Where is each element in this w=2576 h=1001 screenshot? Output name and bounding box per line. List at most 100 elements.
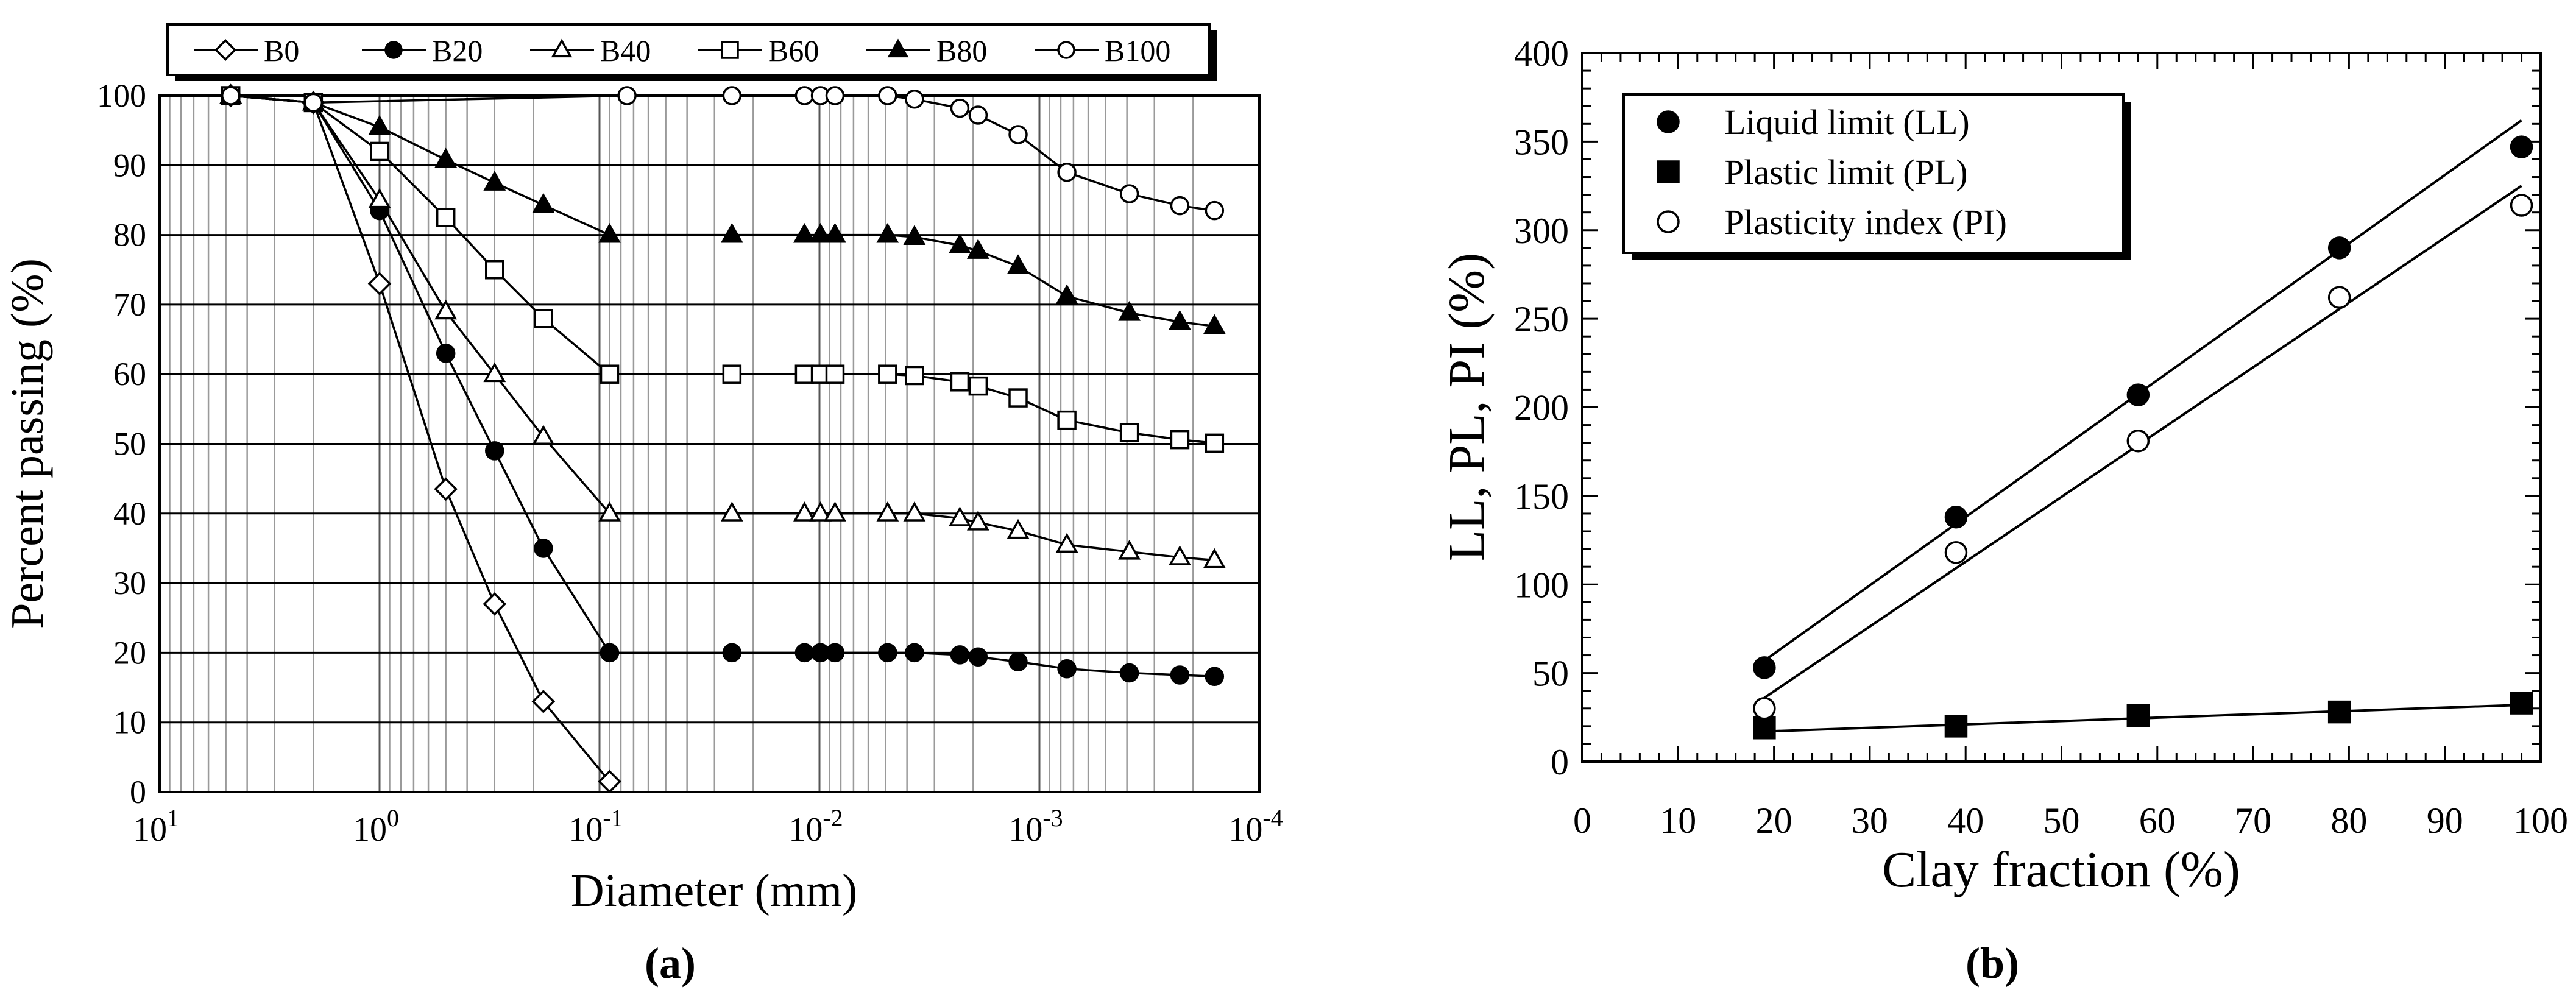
data-point-b80 — [532, 193, 555, 213]
data-point-b40 — [1118, 540, 1141, 560]
chart-a: 0 10 20 30 40 50 60 70 80 90 100 101 100 10-1 10-2 10-3… — [2, 23, 1283, 988]
data-point-b20 — [1205, 667, 1225, 687]
data-point-b40 — [1055, 532, 1078, 553]
legend-a-items: B0 B20 B40 B60 B80 B100 — [194, 34, 1170, 68]
x-tick-label-b: 10 — [1660, 801, 1696, 841]
data-point-b100 — [303, 93, 324, 113]
data-point — [1944, 715, 1968, 738]
legend-marker-b60 — [721, 41, 739, 59]
legend-marker — [1657, 160, 1680, 183]
data-point-b20 — [534, 539, 553, 558]
data-point-b0 — [598, 769, 621, 794]
data-point-b80 — [483, 171, 506, 191]
x-tick-label-b: 100 — [2513, 801, 2568, 841]
data-point-b100 — [968, 105, 988, 125]
data-point-b60 — [878, 364, 897, 384]
legend-label: Plastic limit (PL) — [1724, 152, 1968, 192]
data-point-b40 — [532, 425, 555, 445]
legend-b: Liquid limit (LL) Plastic limit (PL) Plast… — [1622, 93, 2131, 260]
legend-item: Plasticity index (PI) — [1657, 202, 2007, 242]
data-point-b60 — [794, 364, 815, 384]
y-tick-label-b: 400 — [1514, 34, 1569, 74]
legend-label-b60: B60 — [768, 34, 819, 68]
x-tick-label-b: 20 — [1756, 801, 1792, 841]
data-point-b100 — [1119, 184, 1139, 203]
axes-b: 0 10 20 30 40 50 60 70 80 90 100 0 50 100 150 200 250 300… — [1514, 34, 2568, 841]
data-point-b20 — [1008, 652, 1028, 672]
legend-b-box — [1622, 93, 2125, 254]
y-tick-label-a: 100 — [97, 77, 146, 114]
x-tick-label-b: 90 — [2427, 801, 2463, 841]
x-tick-label-a: 10-1 — [568, 804, 623, 849]
data-point-b100 — [950, 98, 970, 118]
y-tick-label-b: 150 — [1514, 476, 1569, 517]
y-tick-label-a: 40 — [113, 495, 146, 532]
y-tick-label-a: 70 — [113, 286, 146, 323]
data-point-b60 — [722, 364, 742, 384]
data-point-b80 — [1055, 284, 1078, 305]
data-point-b80 — [720, 222, 743, 243]
x-tick-label-b: 30 — [1852, 801, 1888, 841]
y-tick-label-a: 30 — [113, 565, 146, 601]
series-line-b40 — [230, 94, 1215, 562]
legend-label-b40: B40 — [600, 34, 651, 68]
legend-marker-b80 — [887, 38, 909, 58]
data-point-b20 — [1057, 659, 1077, 679]
series-2 — [1753, 185, 2533, 720]
data-point-b20 — [1170, 665, 1190, 685]
data-point — [2126, 429, 2150, 453]
data-point-b60 — [485, 260, 504, 280]
y-tick-label-a: 10 — [113, 704, 146, 741]
legend-marker-b20 — [384, 41, 403, 59]
data-point-b0 — [367, 272, 392, 295]
data-point-b80 — [824, 222, 846, 243]
data-point-b20 — [485, 441, 504, 461]
data-point-b80 — [809, 222, 832, 243]
x-tick-label-a: 10-3 — [1008, 804, 1063, 849]
x-tick-label-b: 70 — [2235, 801, 2271, 841]
legend-item-b20: B20 — [362, 34, 483, 68]
legend-marker — [1657, 210, 1680, 233]
data-point-b60 — [1008, 388, 1028, 408]
data-point-b40 — [793, 501, 816, 522]
data-point-b0 — [531, 690, 556, 713]
panel-label-b: (b) — [1966, 939, 2019, 988]
data-point-b40 — [809, 501, 832, 522]
axes-a: 0 10 20 30 40 50 60 70 80 90 100 101 100 10-1 10-2 10-3… — [97, 77, 1283, 849]
legend-label-b20: B20 — [432, 34, 483, 68]
data-point-b40 — [1203, 548, 1226, 568]
y-axis-label-b: LL, PL, PI (%) — [1438, 253, 1495, 561]
legend-item: Liquid limit (LL) — [1657, 102, 1970, 142]
data-point-b20 — [878, 643, 897, 663]
data-point — [1753, 697, 1776, 720]
data-point-b100 — [221, 86, 241, 105]
data-point — [2510, 135, 2533, 158]
data-point-b40 — [824, 501, 846, 522]
legend-label-b100: B100 — [1105, 34, 1170, 68]
data-point-b20 — [436, 344, 456, 363]
data-point-b80 — [1169, 309, 1191, 330]
y-tick-label-b: 0 — [1551, 742, 1569, 782]
data-point-b80 — [1118, 300, 1141, 321]
legend-a: B0 B20 B40 B60 B80 B100 — [166, 23, 1217, 81]
x-axis-label-a: Diameter (mm) — [571, 865, 858, 916]
data-point-b40 — [1007, 518, 1030, 539]
data-point-b60 — [1170, 430, 1190, 450]
legend-item-b0: B0 — [194, 34, 299, 68]
y-tick-label-a: 80 — [113, 217, 146, 253]
data-point-b20 — [950, 645, 970, 665]
y-tick-label-b: 250 — [1514, 299, 1569, 339]
series-b — [1753, 119, 2533, 740]
x-tick-label-a: 101 — [133, 804, 179, 849]
data-point-b60 — [968, 376, 988, 396]
data-point — [2327, 286, 2351, 309]
data-point-b100 — [794, 86, 815, 105]
x-tick-label-b: 0 — [1573, 801, 1591, 841]
legend-label-b80: B80 — [936, 34, 987, 68]
y-tick-label-a: 0 — [130, 774, 146, 810]
data-point-b100 — [878, 86, 897, 105]
data-point-b60 — [950, 372, 970, 392]
legend-label: Plasticity index (PI) — [1724, 202, 2007, 242]
series-1 — [1753, 692, 2533, 740]
data-point-b60 — [436, 208, 456, 227]
